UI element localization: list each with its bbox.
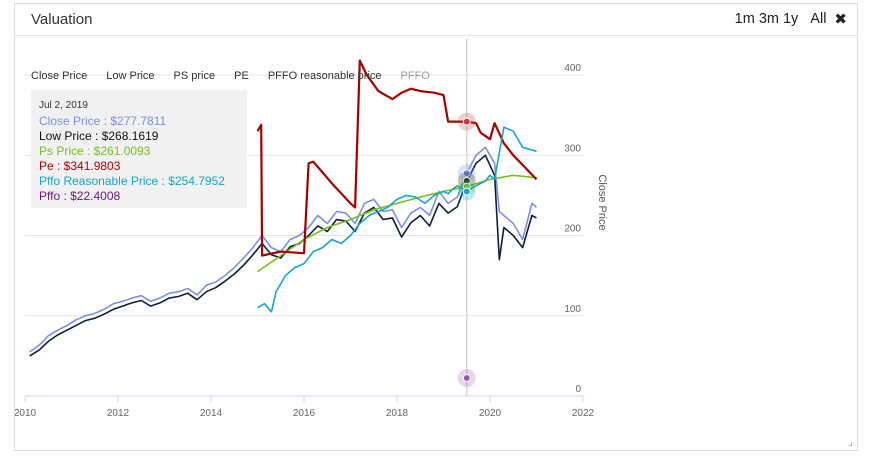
- legend-item-low-price[interactable]: Low Price: [106, 70, 155, 82]
- marker-pffo: [462, 374, 471, 383]
- marker-close-price: [462, 169, 471, 178]
- tooltip-close-price: Close Price : $277.7811: [39, 114, 167, 128]
- legend-item-pffo[interactable]: PFFO: [400, 70, 430, 82]
- x-tick-label: 2018: [386, 408, 409, 419]
- x-tick-label: 2020: [479, 408, 502, 419]
- x-tick-label: 2022: [572, 408, 595, 419]
- valuation-chart: 0 100 200 300 400 2010 2012 2014 2016 2018 2020 202…: [15, 38, 608, 419]
- y-tick-label: 0: [575, 384, 581, 395]
- legend-item-pffo-reasonable-price[interactable]: PFFO reasonable price: [267, 70, 382, 82]
- range-all-button[interactable]: All: [810, 11, 827, 27]
- chart-legend: Close Price Low Price PS price PE PFFO r…: [31, 70, 449, 82]
- legend-item-close-price[interactable]: Close Price: [31, 70, 88, 82]
- range-1y-button[interactable]: 1y: [782, 11, 799, 27]
- legend-item-pe[interactable]: PE: [234, 70, 249, 82]
- range-selector: 1m 3m 1y All ✖: [731, 10, 847, 28]
- x-tick-label: 2012: [107, 408, 130, 419]
- tooltip-pffo-reasonable-price: Pffo Reasonable Price : $254.7952: [39, 174, 225, 188]
- panel-title: Valuation: [31, 11, 93, 28]
- panel-header: Valuation 1m 3m 1y All ✖: [15, 4, 857, 36]
- tooltip-ps-price: Ps Price : $261.0093: [39, 144, 151, 158]
- x-tick-label: 2016: [293, 408, 316, 419]
- close-icon[interactable]: ✖: [834, 11, 847, 28]
- marker-pe: [462, 117, 471, 126]
- y-tick-label: 300: [564, 143, 581, 154]
- y-tick-label: 400: [564, 63, 581, 74]
- legend-item-ps-price[interactable]: PS price: [173, 70, 216, 82]
- chart-tooltip: Jul 2, 2019 Close Price : $277.7811 Low …: [31, 90, 247, 208]
- range-3m-button[interactable]: 3m: [758, 11, 779, 27]
- x-tick-label: 2014: [200, 408, 223, 419]
- tooltip-pe: Pe : $341.9803: [39, 159, 121, 173]
- y-axis-title: Close Price: [596, 174, 608, 230]
- marker-pffo-reasonable-price: [462, 187, 471, 196]
- resize-handle-icon[interactable]: ⌟: [848, 437, 853, 448]
- y-tick-label: 200: [564, 224, 581, 235]
- tooltip-pffo: Pffo : $22.4008: [39, 189, 121, 203]
- y-tick-label: 100: [564, 304, 581, 315]
- range-1m-button[interactable]: 1m: [734, 11, 755, 27]
- valuation-panel: Valuation 1m 3m 1y All ✖ 0 100 200 300 400 20…: [14, 3, 858, 451]
- series-line-pe: [256, 59, 538, 257]
- series-line-pffo-reasonable-price: [257, 126, 537, 313]
- x-tick-label: 2010: [15, 408, 37, 419]
- tooltip-low-price: Low Price : $268.1619: [39, 129, 159, 143]
- tooltip-date: Jul 2, 2019: [39, 100, 88, 111]
